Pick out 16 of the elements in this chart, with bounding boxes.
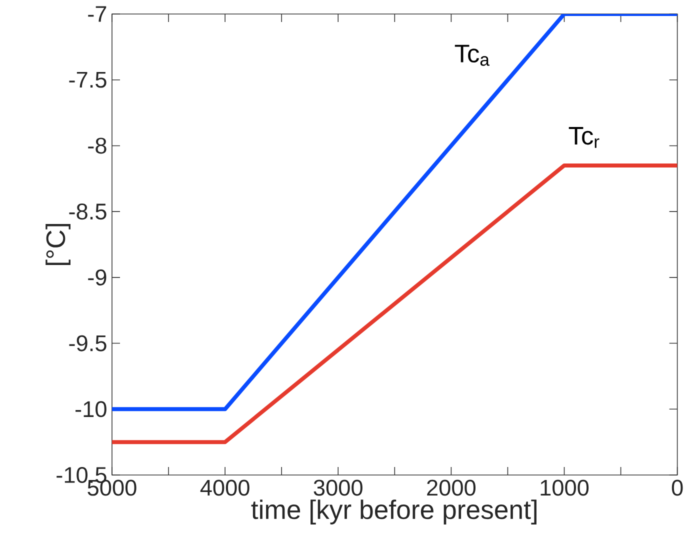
y-axis-title: [°C] <box>46 224 70 265</box>
x-tick-label: 2000 <box>427 480 476 496</box>
x-tick-label: 4000 <box>200 480 250 496</box>
y-tick-label: -7 <box>88 6 106 22</box>
y-tick-label: -8 <box>88 138 106 154</box>
y-tick-label: -9 <box>88 269 106 286</box>
x-tick-label: 0 <box>672 480 683 496</box>
series-label: Tc$_{r}$ <box>568 127 600 148</box>
x-tick-label: 3000 <box>314 480 362 496</box>
x-axis-title: time [kyr before present] <box>251 500 536 524</box>
x-tick-label: 1000 <box>540 480 589 496</box>
y-tick-label: -8.5 <box>69 204 106 220</box>
y-tick-label: -7.5 <box>69 72 106 88</box>
y-tick-label: -9.5 <box>69 335 106 352</box>
y-tick-label: -10 <box>76 401 106 418</box>
series-label: Tc$_{a}$ <box>454 44 490 66</box>
